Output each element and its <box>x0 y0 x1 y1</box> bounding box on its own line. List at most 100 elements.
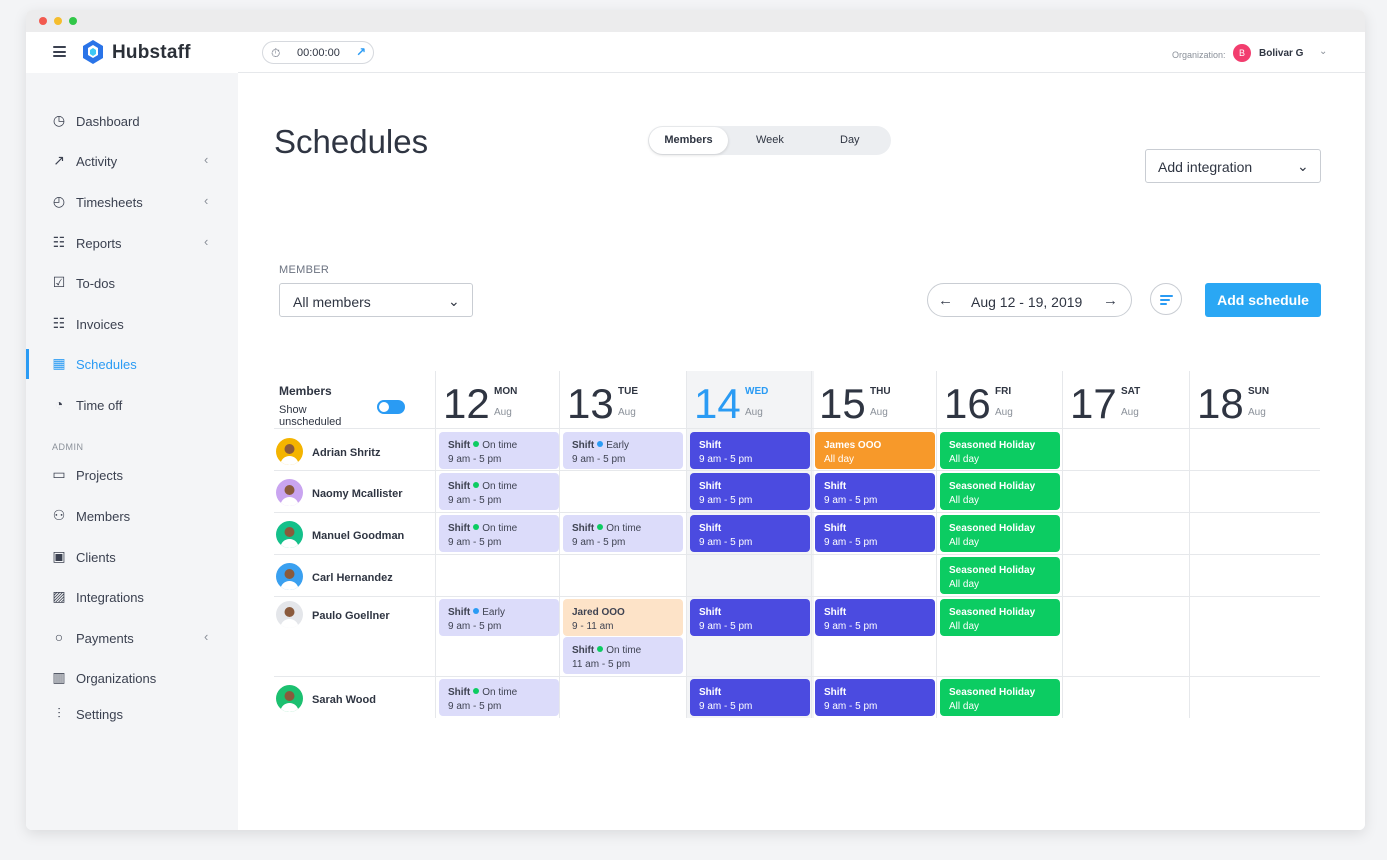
grid-divider <box>274 554 1320 555</box>
event-title-line: Shift <box>824 686 926 700</box>
schedule-event[interactable]: Shift On time 9 am - 5 pm <box>563 515 683 552</box>
schedule-event[interactable]: Shift On time 9 am - 5 pm <box>439 515 559 552</box>
schedule-event[interactable]: Seasoned Holiday All day <box>940 557 1060 594</box>
schedule-event[interactable]: Shift 9 am - 5 pm <box>815 679 935 716</box>
event-title: Shift <box>699 607 722 618</box>
chevron-down-icon[interactable]: ⌄ <box>1319 46 1328 57</box>
filter-button[interactable] <box>1150 283 1182 315</box>
event-status-label: On time <box>606 523 642 534</box>
sidebar-item-projects[interactable]: ▭ Projects <box>26 460 238 490</box>
chevron-down-icon: ⌄ <box>448 293 460 309</box>
grid-divider <box>274 596 1320 597</box>
add-schedule-button[interactable]: Add schedule <box>1205 283 1321 317</box>
grid-divider <box>435 371 436 718</box>
sidebar-item-organizations[interactable]: ▥ Organizations <box>26 663 238 693</box>
sidebar-item-to-dos[interactable]: ☑ To-dos <box>26 268 238 298</box>
event-time: 9 am - 5 pm <box>448 454 502 465</box>
view-option-members[interactable]: Members <box>649 127 728 154</box>
day-number: 17 <box>1070 380 1117 427</box>
sidebar-item-label: Activity <box>76 154 118 169</box>
date-range[interactable]: Aug 12 - 19, 2019 <box>971 294 1083 310</box>
sidebar-item-activity[interactable]: ↗ Activity ‹ <box>26 146 238 176</box>
event-title: Shift <box>572 645 595 656</box>
dashboard-icon: ◷ <box>52 112 66 128</box>
avatar <box>276 601 303 628</box>
member-name: Adrian Shritz <box>312 447 381 459</box>
chevron-left-icon[interactable]: ‹ <box>204 234 209 249</box>
schedule-event[interactable]: Shift 9 am - 5 pm <box>690 432 810 469</box>
status-dot-icon <box>597 524 604 530</box>
schedule-event[interactable]: Shift 9 am - 5 pm <box>690 679 810 716</box>
arrow-right-icon[interactable]: → <box>1103 292 1118 309</box>
schedule-event[interactable]: Shift On time 9 am - 5 pm <box>439 679 559 716</box>
sidebar-item-members[interactable]: ⚇ Members <box>26 501 238 531</box>
event-title: Seasoned Holiday <box>949 440 1036 451</box>
sidebar-item-time-off[interactable]: ◔ Time off <box>26 390 238 420</box>
schedule-event[interactable]: Shift On time 11 am - 5 pm <box>563 637 683 674</box>
schedule-event[interactable]: Shift 9 am - 5 pm <box>690 515 810 552</box>
event-title-line: Shift <box>699 480 801 494</box>
event-status: On time <box>597 523 641 534</box>
event-time: 9 am - 5 pm <box>572 537 626 548</box>
menu-icon[interactable] <box>53 46 66 57</box>
maximize-window-button[interactable] <box>69 17 77 25</box>
close-window-button[interactable] <box>39 17 47 25</box>
main-content: Schedules Members Week Day Add integrati… <box>238 73 1365 830</box>
add-integration-label: Add integration <box>1158 159 1253 175</box>
sidebar-item-payments[interactable]: ○ Payments ‹ <box>26 623 238 653</box>
chevron-left-icon[interactable]: ‹ <box>204 629 209 644</box>
sidebar-item-integrations[interactable]: ▨ Integrations <box>26 582 238 612</box>
schedule-event[interactable]: Shift 9 am - 5 pm <box>690 473 810 510</box>
schedule-event[interactable]: Jared OOO 9 - 11 am <box>563 599 683 636</box>
sidebar-item-clients[interactable]: ▣ Clients <box>26 542 238 572</box>
organization-name[interactable]: Bolivar G <box>1259 48 1304 59</box>
event-status-label: On time <box>482 523 518 534</box>
schedule-event[interactable]: Shift 9 am - 5 pm <box>690 599 810 636</box>
schedule-event[interactable]: James OOO All day <box>815 432 935 469</box>
show-unscheduled-toggle[interactable] <box>377 400 405 414</box>
view-option-day[interactable]: Day <box>840 134 860 146</box>
timer-widget[interactable]: ⏱ 00:00:00 ↗ <box>262 41 374 64</box>
event-time: 9 am - 5 pm <box>824 701 878 712</box>
schedule-event[interactable]: Shift 9 am - 5 pm <box>815 599 935 636</box>
schedule-event[interactable]: Seasoned Holiday All day <box>940 515 1060 552</box>
organizations-icon: ▥ <box>52 669 66 685</box>
organization-avatar[interactable]: B <box>1233 44 1251 62</box>
event-title-line: Shift Early <box>572 439 674 453</box>
schedule-event[interactable]: Shift On time 9 am - 5 pm <box>439 473 559 510</box>
schedule-event[interactable]: Shift 9 am - 5 pm <box>815 515 935 552</box>
chevron-left-icon[interactable]: ‹ <box>204 193 209 208</box>
sidebar-item-settings[interactable]: ⫶ Settings <box>26 699 238 729</box>
day-month: Aug <box>995 407 1013 418</box>
sidebar-item-schedules[interactable]: ▦ Schedules <box>26 349 238 379</box>
member-select[interactable]: All members ⌄ <box>279 283 473 317</box>
event-title: Seasoned Holiday <box>949 687 1036 698</box>
event-status-label: On time <box>482 440 518 451</box>
schedule-event[interactable]: Seasoned Holiday All day <box>940 679 1060 716</box>
avatar <box>276 438 303 465</box>
schedule-event[interactable]: Shift 9 am - 5 pm <box>815 473 935 510</box>
schedule-event[interactable]: Shift On time 9 am - 5 pm <box>439 432 559 469</box>
schedule-event[interactable]: Seasoned Holiday All day <box>940 473 1060 510</box>
schedule-event[interactable]: Shift Early 9 am - 5 pm <box>439 599 559 636</box>
sidebar-item-timesheets[interactable]: ◴ Timesheets ‹ <box>26 187 238 217</box>
chevron-left-icon[interactable]: ‹ <box>204 152 209 167</box>
sidebar-item-reports[interactable]: ☷ Reports ‹ <box>26 228 238 258</box>
view-option-week[interactable]: Week <box>756 134 784 146</box>
schedule-event[interactable]: Seasoned Holiday All day <box>940 599 1060 636</box>
schedule-event[interactable]: Shift Early 9 am - 5 pm <box>563 432 683 469</box>
sidebar-item-label: Timesheets <box>76 195 143 210</box>
sidebar-item-invoices[interactable]: ☷ Invoices <box>26 309 238 339</box>
arrow-left-icon[interactable]: ← <box>938 292 953 309</box>
add-integration-dropdown[interactable]: Add integration ⌄ <box>1145 149 1321 183</box>
event-status: On time <box>473 481 517 492</box>
minimize-window-button[interactable] <box>54 17 62 25</box>
event-title: Shift <box>699 481 722 492</box>
schedule-event[interactable]: Seasoned Holiday All day <box>940 432 1060 469</box>
activity-icon: ↗ <box>53 152 65 168</box>
sidebar-item-dashboard[interactable]: ◷ Dashboard <box>26 106 238 136</box>
open-timer-icon[interactable]: ↗ <box>356 45 367 59</box>
member-name: Paulo Goellner <box>312 610 390 622</box>
day-number: 13 <box>567 380 614 427</box>
event-status-label: On time <box>606 645 642 656</box>
